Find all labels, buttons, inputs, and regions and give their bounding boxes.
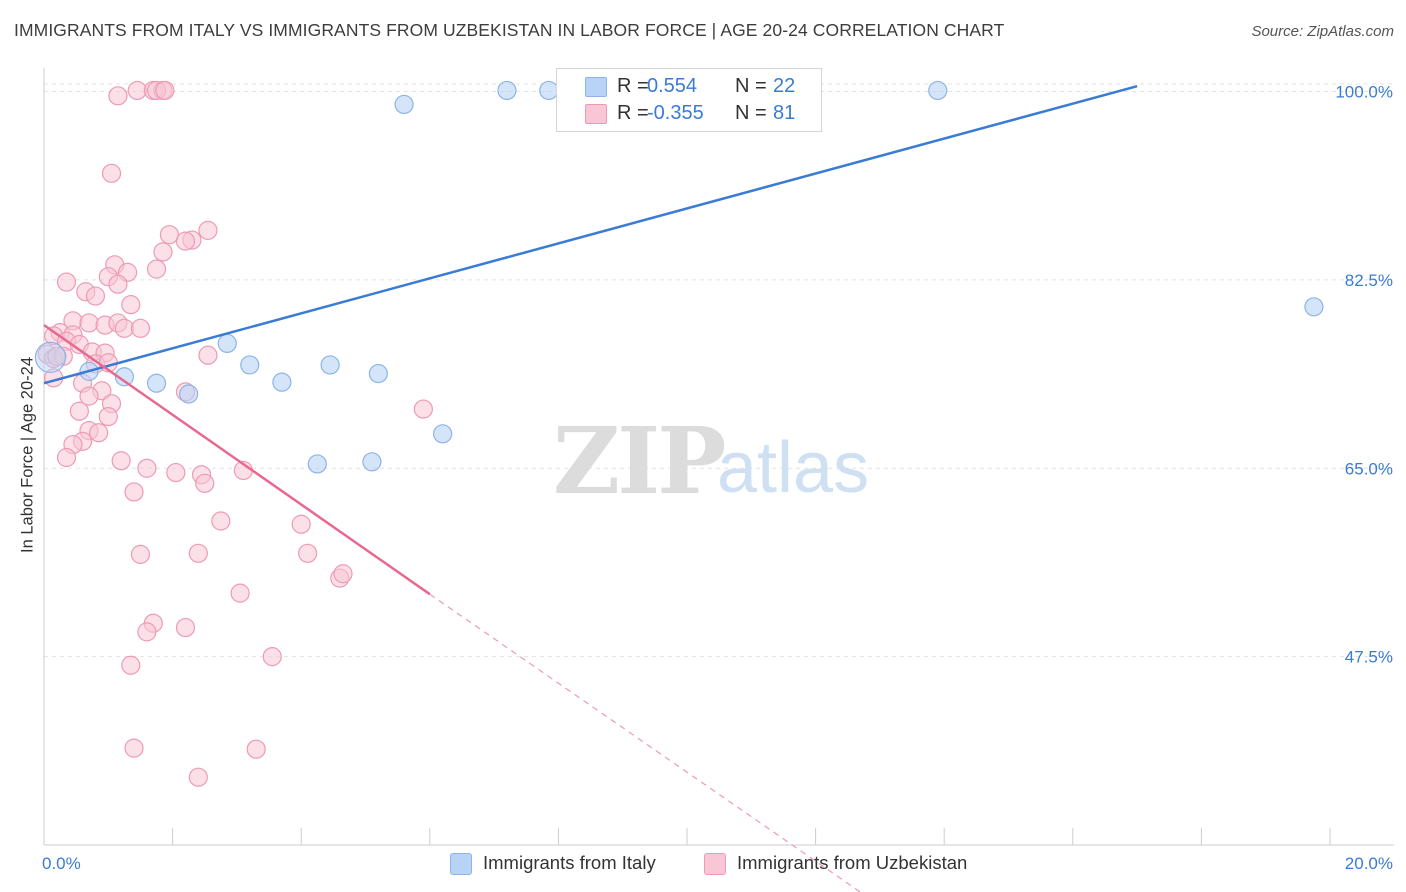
italy-point xyxy=(497,80,517,101)
italy-point xyxy=(1304,297,1324,317)
series-legend-label: Immigrants from Uzbekistan xyxy=(737,852,968,873)
y-tick-label: 100.0% xyxy=(1335,83,1393,102)
uzbekistan-point xyxy=(79,386,99,406)
italy-point xyxy=(368,363,388,384)
uzbekistan-point xyxy=(56,447,77,468)
legend-r-value: -0.355 xyxy=(647,102,704,124)
uzbekistan-point xyxy=(262,647,282,667)
italy-point xyxy=(394,94,414,115)
uzbekistan-point xyxy=(413,399,433,419)
y-tick-label: 47.5% xyxy=(1345,648,1393,667)
series-legend-label: Immigrants from Italy xyxy=(483,852,656,873)
legend-n-label: N = xyxy=(735,75,767,97)
watermark-zip: ZIP xyxy=(553,407,724,515)
axes xyxy=(43,68,1394,846)
italy-point xyxy=(362,452,382,472)
uzbekistan-point xyxy=(155,80,175,101)
uzbekistan-point xyxy=(101,163,122,183)
uzbekistan-point xyxy=(175,231,196,251)
uzbekistan-point xyxy=(188,767,208,787)
italy-point xyxy=(217,333,237,354)
uzbekistan-point xyxy=(291,514,311,534)
uzbekistan-point xyxy=(298,543,318,563)
legend-r-label: R = xyxy=(617,102,649,124)
tick-labels: 47.5% 65.0% 82.5% 100.0% 0.0% 20.0% xyxy=(42,83,1393,873)
italy-point xyxy=(320,355,340,375)
x-tick-label: 0.0% xyxy=(42,854,81,873)
italy-point xyxy=(179,384,199,404)
uzbekistan-point xyxy=(211,511,231,531)
uzbekistan-point xyxy=(166,462,186,483)
y-axis-label: In Labor Force | Age 20-24 xyxy=(18,357,37,553)
legend-n-value: 22 xyxy=(773,75,796,97)
series-legend: Immigrants from Italy Immigrants from Uz… xyxy=(0,852,1406,878)
uzbekistan-point xyxy=(98,406,118,427)
watermark: ZIP atlas xyxy=(553,407,869,515)
series-swatch-italy xyxy=(450,853,472,875)
uzbekistan-point xyxy=(114,318,134,338)
uzbekistan-point xyxy=(124,482,144,502)
italy-point xyxy=(240,355,260,375)
legend-r-value: 0.554 xyxy=(647,75,698,97)
uzbekistan-point xyxy=(175,617,196,638)
uzbekistan-point xyxy=(130,318,151,338)
uzbekistan-point xyxy=(130,544,151,564)
uzbekistan-point xyxy=(333,564,353,584)
trend-lines xyxy=(43,84,1138,892)
uzbekistan-point xyxy=(159,225,179,245)
series-swatch-uzbekistan xyxy=(704,853,726,875)
uzbekistan-point xyxy=(56,272,77,292)
uzbekistan-point xyxy=(69,401,89,421)
correlation-legend: R = 0.554 N = 22 R = -0.355 N = 81 xyxy=(556,68,822,132)
uzbekistan-point xyxy=(146,259,167,279)
uzbekistan-point xyxy=(108,274,128,294)
italy-point xyxy=(928,80,948,101)
uzbekistan-point xyxy=(246,739,266,759)
source-credit: Source: ZipAtlas.com xyxy=(1251,23,1394,40)
italy-point xyxy=(272,372,292,392)
uzbekistan-point xyxy=(121,295,141,315)
legend-swatch-uzbekistan xyxy=(585,104,607,124)
uzbekistan-point xyxy=(89,423,109,443)
uzbekistan-point xyxy=(127,80,147,101)
uzbekistan-point xyxy=(121,655,141,675)
uzbekistan-point xyxy=(124,738,144,758)
chart-title: IMMIGRANTS FROM ITALY VS IMMIGRANTS FROM… xyxy=(14,20,1005,40)
uzbekistan-trend-line xyxy=(43,324,431,596)
uzbekistan-point xyxy=(198,345,218,365)
uzbekistan-point xyxy=(111,451,131,471)
uzbekistan-point xyxy=(195,473,215,493)
uzbekistan-trend-extension xyxy=(429,593,862,892)
uzbekistan-point xyxy=(153,242,173,262)
watermark-atlas: atlas xyxy=(717,428,869,508)
x-tick-label: 20.0% xyxy=(1345,854,1393,873)
y-tick-label: 65.0% xyxy=(1345,459,1393,478)
uzbekistan-point xyxy=(85,286,106,306)
italy-point xyxy=(433,424,453,444)
italy-point xyxy=(114,367,134,387)
legend-swatch-italy xyxy=(585,77,607,97)
italy-trend-line xyxy=(43,84,1138,385)
y-tick-label: 82.5% xyxy=(1345,271,1393,290)
legend-r-label: R = xyxy=(617,75,649,97)
uzbekistan-points xyxy=(37,80,433,787)
italy-point xyxy=(307,454,327,474)
legend-n-label: N = xyxy=(735,102,767,124)
uzbekistan-point xyxy=(79,313,99,333)
uzbekistan-point xyxy=(230,583,250,603)
legend-n-value: 81 xyxy=(773,102,796,124)
uzbekistan-point xyxy=(137,458,157,478)
uzbekistan-point xyxy=(137,622,157,642)
uzbekistan-point xyxy=(108,86,128,106)
uzbekistan-point xyxy=(198,220,218,240)
italy-point xyxy=(146,373,167,393)
uzbekistan-point xyxy=(188,543,208,563)
italy-point-cluster xyxy=(34,341,67,373)
